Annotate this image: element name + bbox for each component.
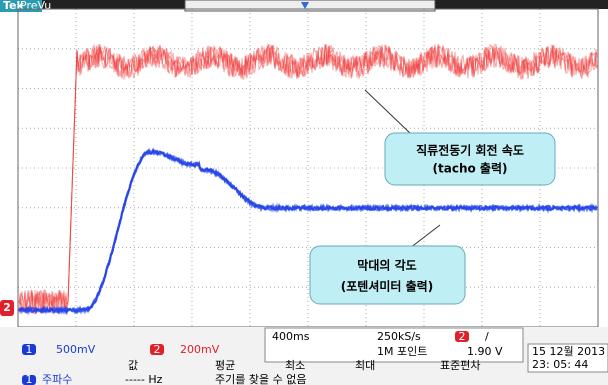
callout-text: 막대의 각도 xyxy=(357,258,416,273)
ch2-marker-label: 2 xyxy=(3,301,11,314)
trigger-slope: / xyxy=(485,330,489,343)
ch1-label: 1 xyxy=(26,343,33,356)
callout-text: (포텐셔미터 출력) xyxy=(341,279,433,294)
meas-name: 주파수 xyxy=(42,373,72,385)
meas-header: 평균 xyxy=(215,359,235,372)
callout-text: 직류전동기 회전 속도 xyxy=(416,143,524,158)
trigger-level: 1.90 V xyxy=(467,345,503,358)
ch1-scale: 500mV xyxy=(56,343,96,356)
mode: PreVu xyxy=(20,0,51,12)
meas-value: ----- Hz xyxy=(125,373,163,385)
meas-channel: 1 xyxy=(26,373,33,385)
date: 15 12월 2013 xyxy=(532,345,605,358)
record-length: 1M 포인트 xyxy=(377,345,427,358)
oscilloscope-screen: Tek PreVu 2 직류전동기 회전 속도 (tacho 출력) 막대의 각… xyxy=(0,0,608,385)
meas-header: 최소 xyxy=(285,359,305,372)
meas-header: 최대 xyxy=(355,359,375,372)
sample-rate: 250kS/s xyxy=(377,330,421,343)
time: 23: 05: 44 xyxy=(532,358,588,371)
callout-box xyxy=(310,246,465,304)
ch2-scale: 200mV xyxy=(180,343,220,356)
meas-header: 값 xyxy=(128,359,138,372)
callout-box xyxy=(385,133,555,185)
meas-header: 표준편차 xyxy=(440,359,480,372)
ch2-label: 2 xyxy=(154,343,161,356)
timebase: 400ms xyxy=(272,330,310,343)
meas-note: 주기를 찾을 수 없음 xyxy=(215,373,306,385)
callout-text: (tacho 출력) xyxy=(433,161,508,176)
trigger-source: 2 xyxy=(459,330,466,343)
